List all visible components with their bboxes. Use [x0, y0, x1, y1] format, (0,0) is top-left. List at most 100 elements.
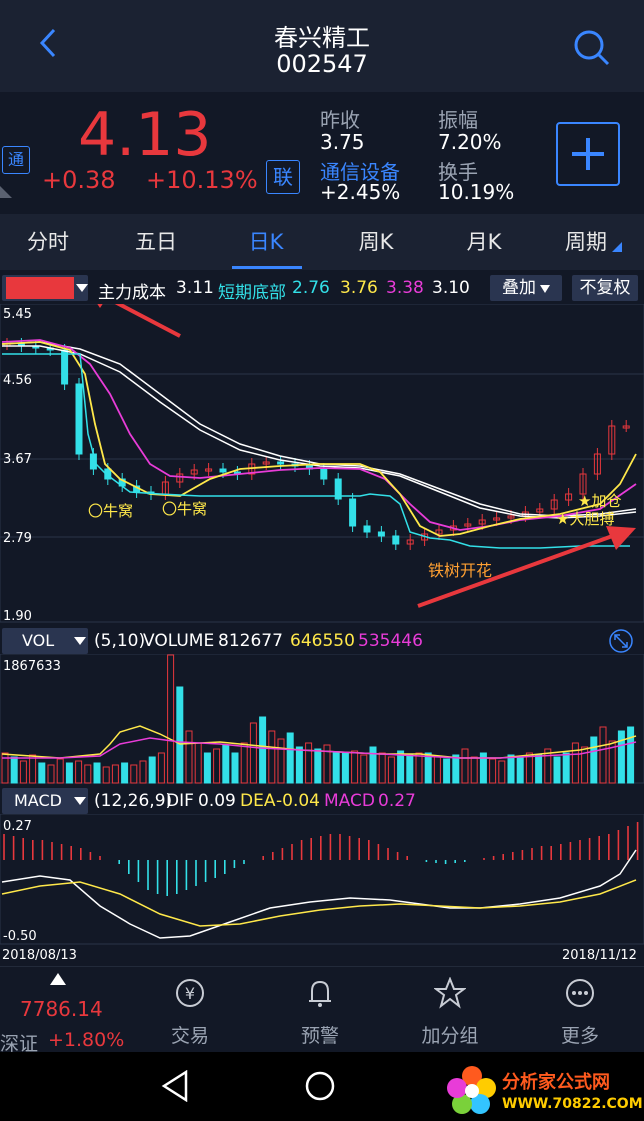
volume-chart[interactable]: 1867633: [0, 654, 644, 784]
volume-bar: [47, 764, 55, 784]
star-icon: [434, 977, 466, 1009]
candle: [435, 529, 443, 535]
period-tabs: 分时 五日 日K 周K 月K 周期: [0, 214, 644, 270]
back-arrow-icon[interactable]: [34, 28, 64, 58]
expand-up-icon[interactable]: [50, 973, 66, 985]
volume-bar: [259, 716, 267, 784]
tab-wuri[interactable]: 五日: [135, 230, 177, 254]
candle: [392, 535, 400, 545]
dropdown-icon: [74, 637, 86, 645]
tab-rik[interactable]: 日K: [248, 230, 284, 254]
tab-fenshi[interactable]: 分时: [27, 230, 69, 254]
candle: [363, 525, 371, 533]
system-back-icon[interactable]: [160, 1070, 190, 1102]
tab-yuek[interactable]: 月K: [466, 230, 502, 254]
kline-frame: [0, 304, 644, 623]
volume-bar: [121, 762, 129, 784]
lian-badge[interactable]: 联: [266, 160, 300, 194]
turnover-label: 换手: [438, 160, 478, 184]
candle: [219, 468, 227, 473]
volume-bar: [369, 746, 377, 784]
volume-bar: [332, 752, 340, 784]
volume-bar: [461, 748, 469, 784]
kline-annotations: 〇牛窝 〇牛窝 铁树开花 ★加仓 ★大胆搏: [88, 492, 621, 580]
candle: [104, 468, 112, 480]
macd-selector[interactable]: MACD: [2, 788, 88, 814]
sector-label[interactable]: 通信设备: [320, 160, 400, 184]
volume-bar: [167, 654, 175, 784]
dif-label: DIF: [166, 791, 194, 811]
candle: [75, 383, 83, 455]
corner-triangle-icon: [0, 186, 12, 198]
add-watchlist-button[interactable]: [556, 122, 620, 186]
candle: [277, 461, 285, 465]
candle: [262, 461, 270, 465]
tab-zhouk[interactable]: 周K: [358, 230, 394, 254]
vol-header: VOL (5,10) VOLUME 812677 646550 535446: [0, 628, 644, 654]
vol-max-label: 1867633: [3, 659, 61, 674]
candle: [579, 473, 587, 495]
bottom-nav: 7786.14 深证 +1.80% ¥ 交易 预警 加分组 更多: [0, 966, 644, 1055]
candle: [205, 468, 213, 472]
volume-bar: [286, 732, 294, 784]
vol-selector[interactable]: VOL: [2, 628, 88, 654]
nav-group[interactable]: 加分组: [400, 977, 500, 1053]
adjust-button[interactable]: 不复权: [572, 275, 638, 301]
macd-label: MACD: [324, 791, 375, 811]
bell-icon: [309, 980, 331, 1007]
tong-badge[interactable]: 通: [2, 146, 30, 174]
arrow-shaft-2: [417, 532, 619, 608]
dif-line: [1, 849, 637, 939]
active-tab-indicator: [232, 266, 302, 269]
svg-text:¥: ¥: [185, 984, 195, 1003]
volume-bar: [139, 760, 147, 784]
y-tick: 3.67: [3, 452, 32, 467]
system-home-icon[interactable]: [304, 1070, 336, 1102]
vol-ma10: 535446: [358, 631, 423, 651]
index-value[interactable]: 7786.14: [20, 997, 103, 1021]
nav-more[interactable]: 更多: [530, 977, 630, 1053]
candle: [493, 517, 501, 521]
y-tick: 4.56: [3, 373, 32, 388]
volume-bar: [111, 764, 119, 784]
volume-bar: [277, 738, 285, 784]
overlay-button[interactable]: 叠加: [490, 275, 562, 301]
volume-bar: [397, 750, 405, 784]
macd-bottom-label: -0.50: [3, 929, 37, 944]
kline-candles: [3, 338, 630, 550]
macd-chart[interactable]: 0.27 -0.50 2018/08/13 2018/11/12: [0, 814, 644, 964]
tab-zhouqi[interactable]: 周期: [565, 230, 607, 254]
dif-value: 0.09: [198, 791, 236, 811]
macd-header: MACD (12,26,9) DIF 0.09 DEA -0.04 MACD 0…: [0, 788, 644, 814]
prev-close-label: 昨收: [320, 108, 360, 132]
vol-ma-yellow: [1, 725, 637, 759]
volume-bar: [222, 744, 230, 784]
expand-icon[interactable]: [608, 628, 634, 654]
macd-params: (12,26,9): [94, 791, 173, 811]
nav-alert[interactable]: 预警: [270, 977, 370, 1053]
y-tick: 2.79: [3, 531, 32, 546]
volume-bar: [185, 730, 193, 784]
kline-chart[interactable]: 〇牛窝 〇牛窝 铁树开花 ★加仓 ★大胆搏 5.45 4.56 3.67 2.7…: [0, 304, 644, 624]
volume-bar: [56, 758, 64, 784]
search-icon[interactable]: [572, 28, 610, 66]
main-cost-label: 主力成本: [98, 283, 166, 303]
start-date: 2018/08/13: [2, 948, 77, 963]
current-price: 4.13: [78, 100, 212, 170]
nav-alert-label: 预警: [300, 1025, 339, 1047]
dea-line: [1, 879, 637, 927]
nav-trade[interactable]: ¥ 交易: [140, 977, 240, 1053]
vol-params: (5,10): [94, 631, 146, 651]
candle: [550, 499, 558, 510]
arrow-shaft-1: [114, 304, 181, 338]
volume-bar: [249, 722, 257, 784]
macd-value: 0.27: [378, 791, 416, 811]
prev-close-value: 3.75: [320, 130, 365, 154]
dea-label: DEA: [240, 791, 276, 811]
volume-bar: [176, 686, 184, 784]
volume-bar: [102, 766, 110, 784]
volume-bar: [415, 752, 423, 784]
indicator-selector[interactable]: [2, 275, 88, 301]
volume-bar: [489, 758, 497, 784]
volume-bar: [525, 752, 533, 784]
